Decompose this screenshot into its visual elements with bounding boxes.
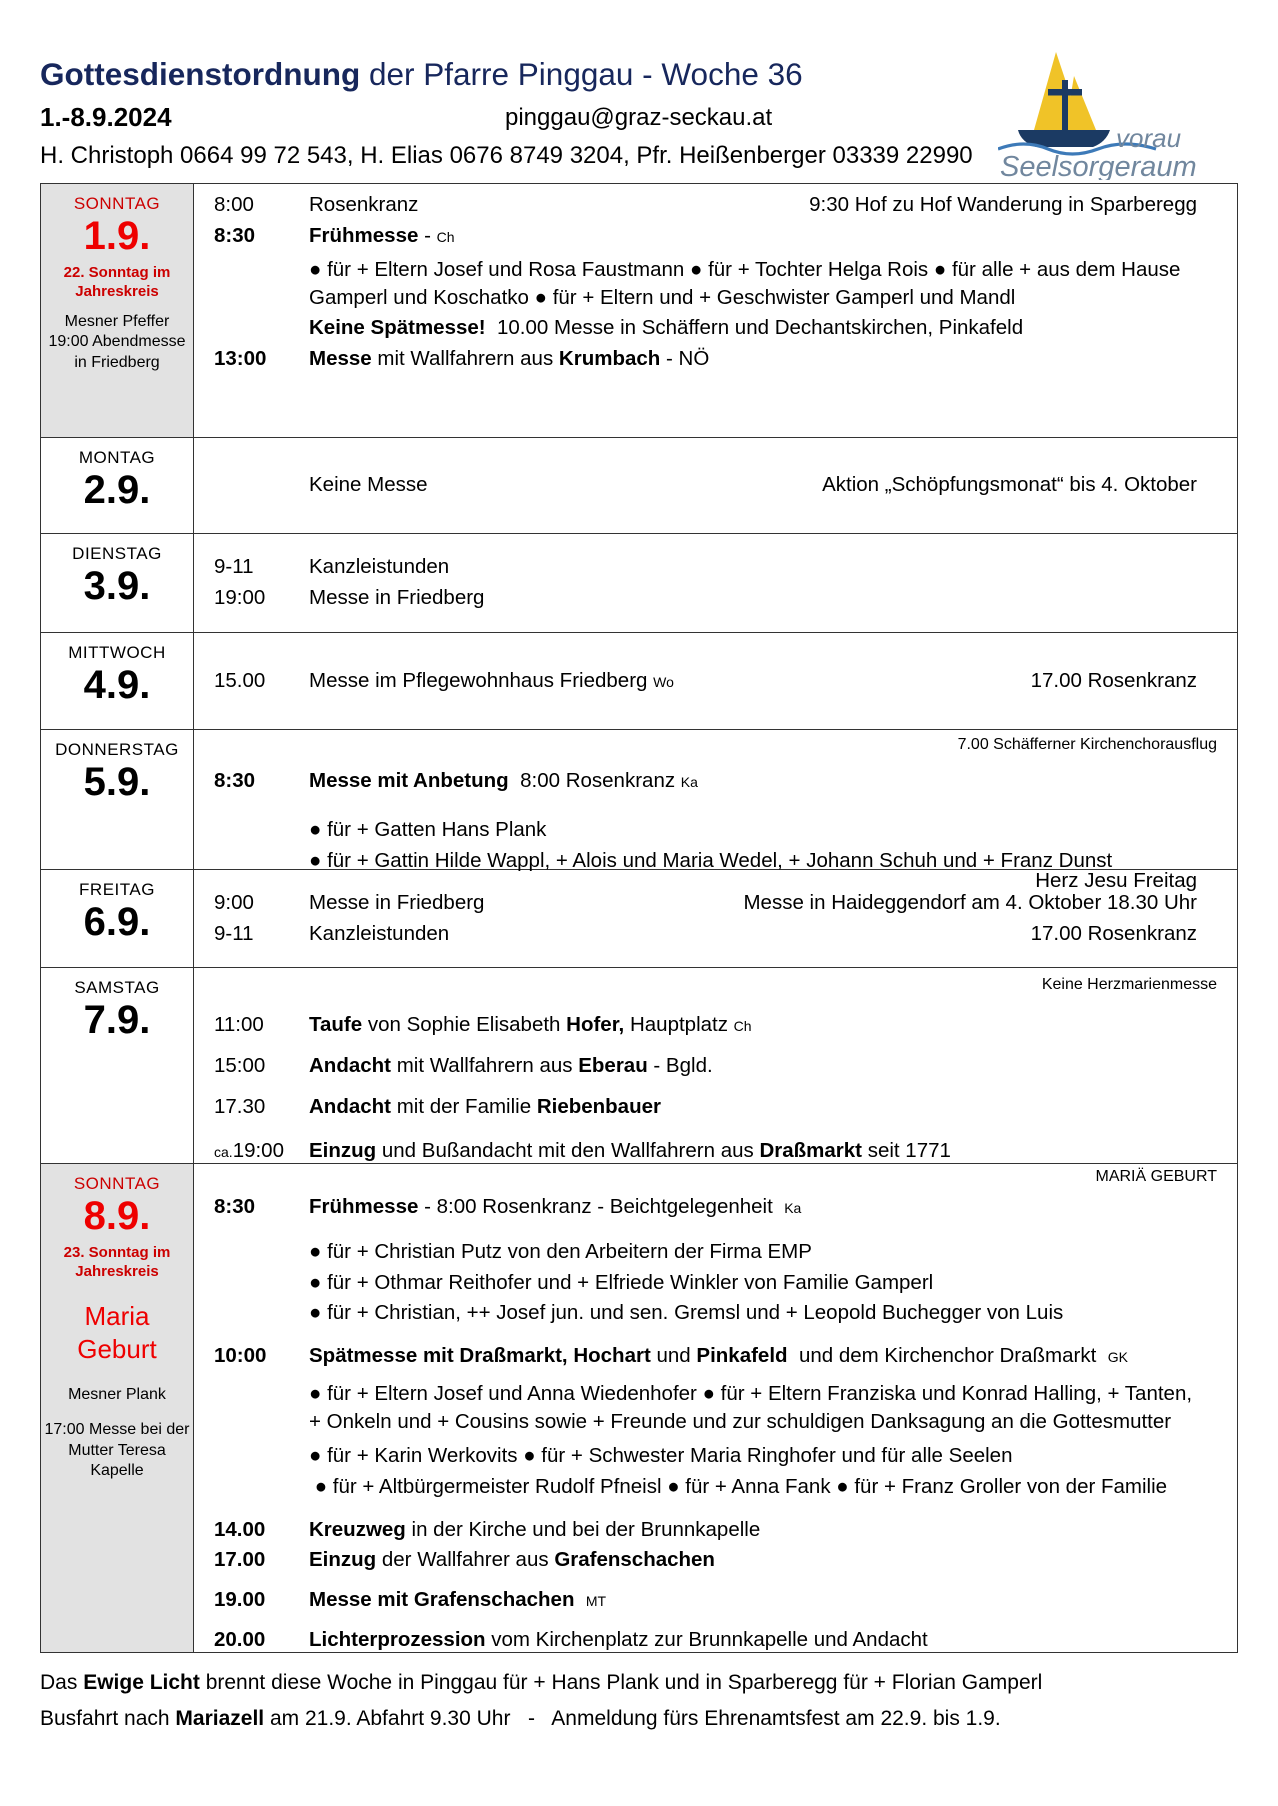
svg-text:vorau: vorau [1116,123,1181,153]
svg-text:Seelsorgeraum: Seelsorgeraum [1000,151,1197,180]
